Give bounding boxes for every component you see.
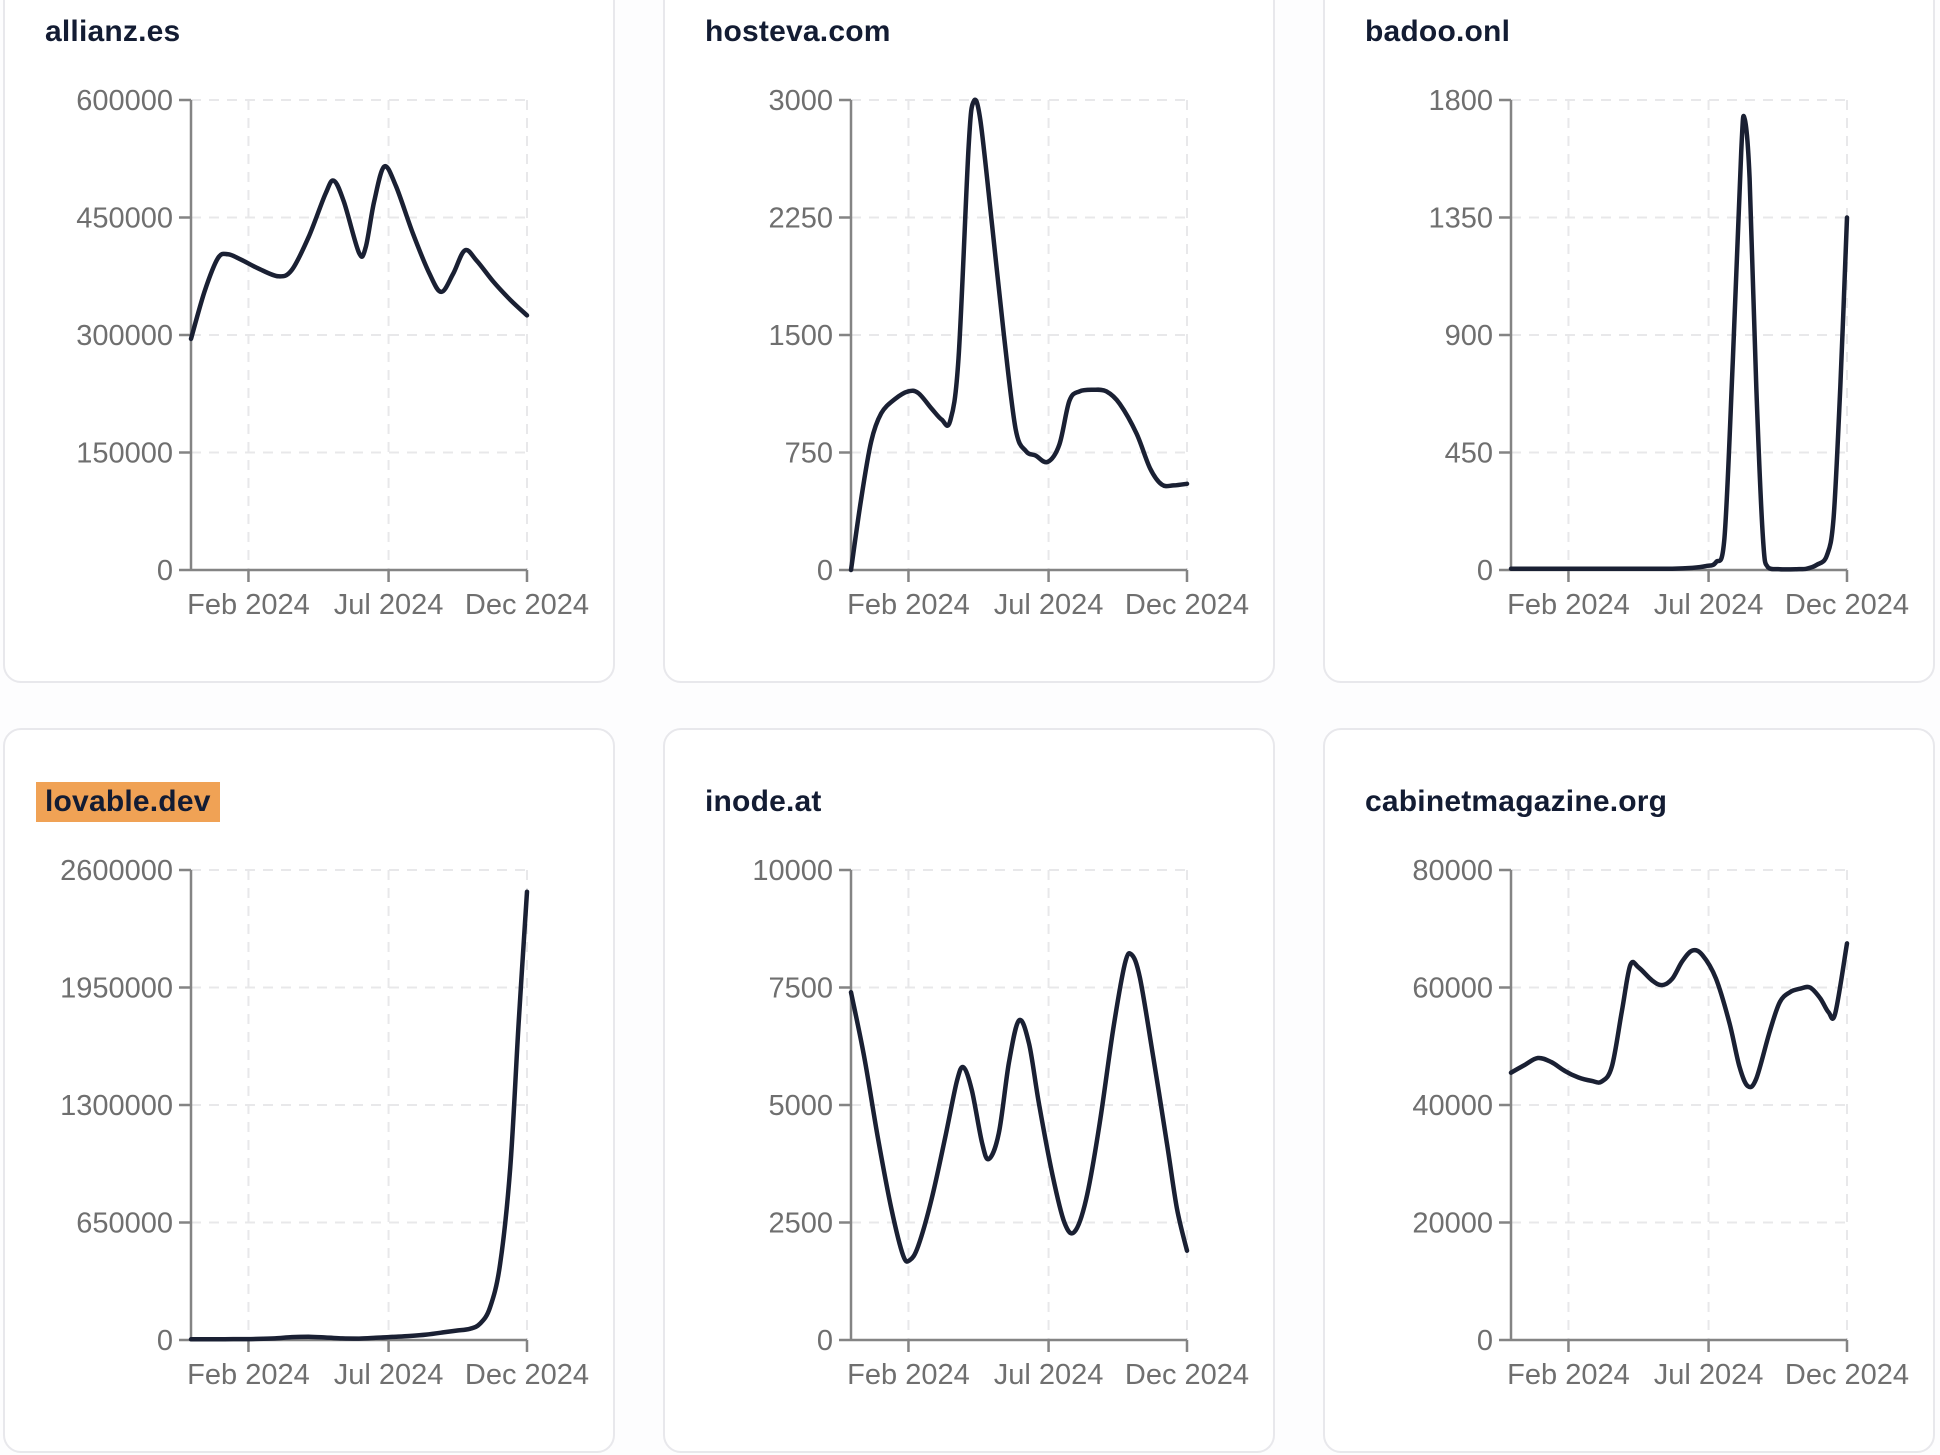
x-tick-label: Dec 2024	[1125, 1359, 1249, 1391]
x-tick-label: Jul 2024	[994, 1359, 1104, 1391]
y-tick-label: 1350	[1428, 203, 1493, 235]
x-tick-label: Feb 2024	[187, 1359, 310, 1391]
y-tick-label: 1950000	[60, 973, 173, 1005]
y-tick-label: 300000	[76, 320, 173, 352]
y-tick-label: 10000	[752, 855, 833, 887]
chart-title-text: allianz.es	[45, 15, 181, 48]
y-tick-label: 0	[1477, 555, 1493, 587]
chart-title-text: cabinetmagazine.org	[1365, 785, 1668, 818]
chart-svg: 0 2500 5000 7500 10000 Feb 2024 Jul 2024 Dec 20…	[752, 855, 1249, 1391]
y-tick-label: 0	[157, 555, 173, 587]
line-chart: 0 2500 5000 7500 10000 Feb 2024 Jul 2024 Dec 20…	[665, 730, 1273, 1451]
y-tick-label: 0	[817, 1325, 833, 1357]
y-tick-label: 150000	[76, 438, 173, 470]
charts-grid: allianz.es 0 150000 300000 450000 600000 Feb …	[3, 0, 1935, 1453]
y-tick-label: 2250	[768, 203, 833, 235]
x-tick-label: Feb 2024	[847, 589, 970, 621]
chart-svg: 0 150000 300000 450000 600000 Feb 2024 Jul 202…	[76, 85, 589, 621]
y-tick-label: 1500	[768, 320, 833, 352]
x-tick-label: Jul 2024	[1654, 1359, 1764, 1391]
chart-title: cabinetmagazine.org	[1365, 782, 1676, 822]
chart-title-text: hosteva.com	[705, 15, 891, 48]
y-tick-label: 40000	[1412, 1090, 1493, 1122]
chart-title: badoo.onl	[1365, 12, 1519, 52]
y-tick-label: 450	[1445, 438, 1493, 470]
line-chart: 0 750 1500 2250 3000 Feb 2024 Jul 2024 Dec 2024	[665, 0, 1273, 681]
series-line	[188, 163, 530, 342]
line-chart: 0 150000 300000 450000 600000 Feb 2024 Jul 202…	[5, 0, 613, 681]
chart-title: lovable.dev	[36, 782, 220, 822]
x-tick-label: Dec 2024	[1785, 1359, 1909, 1391]
chart-svg: 0 750 1500 2250 3000 Feb 2024 Jul 2024 Dec 2024	[768, 85, 1249, 621]
chart-title-text: inode.at	[705, 785, 822, 818]
y-tick-label: 600000	[76, 85, 173, 117]
y-tick-label: 0	[817, 555, 833, 587]
chart-card-lovable-dev[interactable]: lovable.dev 0 650000 1300000 1950000 2600000…	[3, 728, 615, 1453]
y-tick-label: 3000	[768, 85, 833, 117]
y-tick-label: 2500	[768, 1208, 833, 1240]
chart-title-text: badoo.onl	[1365, 15, 1511, 48]
chart-svg: 0 450 900 1350 1800 Feb 2024 Jul 2024 Dec 2024	[1428, 85, 1909, 621]
y-tick-label: 0	[1477, 1325, 1493, 1357]
chart-title: allianz.es	[45, 12, 189, 52]
y-tick-label: 450000	[76, 203, 173, 235]
y-tick-label: 5000	[768, 1090, 833, 1122]
y-tick-label: 20000	[1412, 1208, 1493, 1240]
x-tick-label: Jul 2024	[334, 1359, 444, 1391]
chart-card-inode-at[interactable]: inode.at 0 2500 5000 7500 10000 Feb 2024 Jul 2…	[663, 728, 1275, 1453]
line-chart: 0 450 900 1350 1800 Feb 2024 Jul 2024 Dec 2024	[1325, 0, 1933, 681]
y-tick-label: 60000	[1412, 973, 1493, 1005]
x-tick-label: Dec 2024	[465, 589, 589, 621]
y-tick-label: 900	[1445, 320, 1493, 352]
x-tick-label: Jul 2024	[1654, 589, 1764, 621]
chart-title: inode.at	[705, 782, 831, 822]
x-tick-label: Dec 2024	[1785, 589, 1909, 621]
series-line	[188, 889, 530, 1342]
x-tick-label: Feb 2024	[187, 589, 310, 621]
y-tick-label: 2600000	[60, 855, 173, 887]
chart-card-hosteva-com[interactable]: hosteva.com 0 750 1500 2250 3000 Feb 2024 Jul …	[663, 0, 1275, 683]
y-tick-label: 7500	[768, 973, 833, 1005]
x-tick-label: Dec 2024	[465, 1359, 589, 1391]
x-tick-label: Feb 2024	[1507, 589, 1630, 621]
chart-card-badoo-onl[interactable]: badoo.onl 0 450 900 1350 1800 Feb 2024 Jul 202…	[1323, 0, 1935, 683]
chart-svg: 0 650000 1300000 1950000 2600000 Feb 2024 Jul …	[60, 855, 589, 1391]
y-tick-label: 750	[785, 438, 833, 470]
x-tick-label: Dec 2024	[1125, 589, 1249, 621]
chart-svg: 0 20000 40000 60000 80000 Feb 2024 Jul 2024 Dec…	[1412, 855, 1909, 1391]
series-line	[848, 97, 1190, 573]
y-tick-label: 1800	[1428, 85, 1493, 117]
chart-title-text: lovable.dev	[36, 782, 220, 822]
series-line	[1508, 113, 1850, 572]
series-line	[1508, 941, 1850, 1090]
x-tick-label: Feb 2024	[847, 1359, 970, 1391]
chart-card-allianz-es[interactable]: allianz.es 0 150000 300000 450000 600000 Feb …	[3, 0, 615, 683]
x-tick-label: Jul 2024	[334, 589, 444, 621]
line-chart: 0 20000 40000 60000 80000 Feb 2024 Jul 2024 Dec…	[1325, 730, 1933, 1451]
y-tick-label: 1300000	[60, 1090, 173, 1122]
chart-card-cabinetmagazine-org[interactable]: cabinetmagazine.org 0 20000 40000 60000 8000…	[1323, 728, 1935, 1453]
y-tick-label: 80000	[1412, 855, 1493, 887]
chart-title: hosteva.com	[705, 12, 900, 52]
series-line	[848, 951, 1190, 1264]
x-tick-label: Feb 2024	[1507, 1359, 1630, 1391]
x-tick-label: Jul 2024	[994, 589, 1104, 621]
y-tick-label: 650000	[76, 1208, 173, 1240]
y-tick-label: 0	[157, 1325, 173, 1357]
line-chart: 0 650000 1300000 1950000 2600000 Feb 2024 Jul …	[5, 730, 613, 1451]
